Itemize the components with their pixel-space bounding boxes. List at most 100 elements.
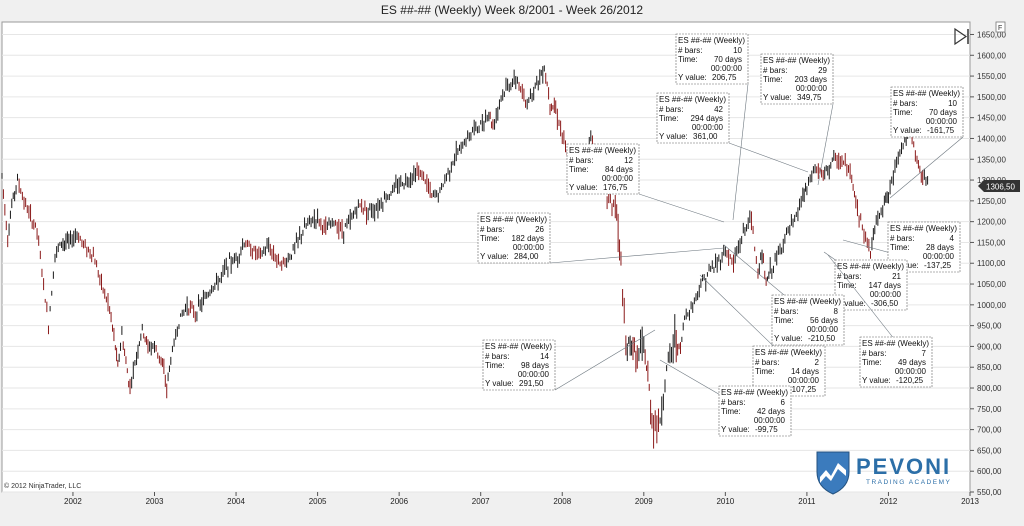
annotation-box[interactable]: ES ##-## (Weekly)# bars: 42 Time: 294 days0… [656,92,809,173]
annotation-title: ES ##-## (Weekly) [862,339,929,348]
annotation-label: Time: [755,367,775,376]
y-tick-label: 1150,00 [977,238,1006,247]
y-tick-label: 1250,00 [977,197,1006,206]
annotation-box[interactable]: ES ##-## (Weekly)# bars: 21 Time: 147 days0… [823,251,908,311]
annotation-title: ES ##-## (Weekly) [893,89,960,98]
x-tick-label: 2005 [309,497,327,506]
chart-title: ES ##-## (Weekly) Week 8/2001 - Week 26/… [380,3,644,17]
annotation-value: 00:00:00 [895,367,927,376]
fit-axis-icon[interactable]: F [995,21,1006,33]
annotation-value: 98 days [521,361,549,370]
annotation-frame [477,212,551,264]
y-tick-label: 800,00 [977,384,1002,393]
annotation-leader [732,83,749,221]
annotation-value: 206,75 [712,73,737,82]
y-tick-label: 1650,00 [977,30,1006,39]
x-tick-label: 2012 [880,497,898,506]
annotation-value: -120,25 [896,376,924,385]
annotation-frame [718,385,792,437]
annotation-title: ES ##-## (Weekly) [569,146,636,155]
annotation-value: 00:00:00 [711,64,743,73]
annotation-box[interactable]: ES ##-## (Weekly)# bars: 26 Time: 182 days0… [477,212,725,264]
annotation-label: Time: [485,361,505,370]
annotation-value: -137,25 [924,261,952,270]
annotation-label: # bars: [659,105,683,114]
y-tick-label: 1600,00 [977,51,1006,60]
y-tick-label: 1550,00 [977,72,1006,81]
annotation-value: 00:00:00 [870,290,902,299]
y-tick-label: 600,00 [977,467,1002,476]
y-tick-label: 750,00 [977,405,1002,414]
annotation-value: 00:00:00 [518,370,550,379]
annotation-label: # bars: [678,46,702,55]
annotation-value: 42 [714,105,723,114]
annotation-title: ES ##-## (Weekly) [721,388,788,397]
x-tick-label: 2013 [961,497,979,506]
annotation-label: Time: [659,114,679,123]
annotation-value: 70 days [714,55,742,64]
annotation-leader [889,136,964,199]
annotation-label: # bars: [480,225,504,234]
annotation-value: 291,50 [519,379,544,388]
x-tick-label: 2003 [146,497,164,506]
annotation-title: ES ##-## (Weekly) [485,342,552,351]
annotation-leader [728,142,809,173]
annotation-value: 7 [922,349,927,358]
annotation-box[interactable]: ES ##-## (Weekly)# bars: 8 Time: 56 days00:… [723,244,845,346]
annotation-box[interactable]: ES ##-## (Weekly)# bars: 29 Time: 203 days0… [760,53,834,186]
annotation-leader [638,193,725,223]
annotation-value: 284,00 [514,252,539,261]
annotation-value: 00:00:00 [788,376,820,385]
annotation-value: 203 days [795,75,827,84]
annotation-label: Y value: [569,183,598,192]
annotation-value: 42 days [757,407,785,416]
annotation-box[interactable]: ES ##-## (Weekly)# bars: 4 Time: 28 days00:… [842,221,961,273]
annotation-frame [859,336,933,388]
annotation-frame [834,259,908,311]
annotation-label: Time: [774,316,794,325]
annotation-label: Time: [721,407,741,416]
annotation-value: 10 [948,99,957,108]
annotation-label: Y value: [485,379,514,388]
annotation-frame [482,339,556,391]
annotation-leader [817,103,834,186]
annotation-box[interactable]: ES ##-## (Weekly)# bars: 12 Time: 84 days00… [566,143,725,223]
annotation-leader [554,329,656,391]
annotation-title: ES ##-## (Weekly) [837,262,904,271]
annotation-value: 29 [818,66,827,75]
annotation-frame [760,53,834,105]
annotation-value: 00:00:00 [923,252,955,261]
annotation-title: ES ##-## (Weekly) [480,215,547,224]
y-tick-label: 1400,00 [977,134,1006,143]
annotation-title: ES ##-## (Weekly) [890,224,957,233]
annotation-label: # bars: [862,349,886,358]
y-tick-label: 1200,00 [977,218,1006,227]
brand-logo: PEVONI TRADING ACADEMY [816,451,950,495]
annotation-frame [771,294,845,346]
annotation-label: Time: [763,75,783,84]
x-tick-label: 2006 [390,497,408,506]
y-tick-label: 900,00 [977,342,1002,351]
annotation-value: 2 [815,358,820,367]
y-tick-label: 850,00 [977,363,1002,372]
y-tick-label: 950,00 [977,322,1002,331]
skip-to-end-icon[interactable] [954,27,969,46]
annotation-value: 56 days [810,316,838,325]
annotation-value: 8 [834,307,839,316]
annotation-value: -161,75 [927,126,955,135]
annotation-value: 6 [781,398,786,407]
copyright: © 2012 NinjaTrader, LLC [4,482,81,490]
y-tick-label: 650,00 [977,446,1002,455]
annotation-value: 00:00:00 [807,325,839,334]
annotation-label: Y value: [480,252,509,261]
annotation-label: Y value: [837,299,866,308]
annotation-title: ES ##-## (Weekly) [774,297,841,306]
annotation-value: -99,75 [755,425,778,434]
annotation-box[interactable]: ES ##-## (Weekly)# bars: 14 Time: 98 days00… [482,329,656,391]
